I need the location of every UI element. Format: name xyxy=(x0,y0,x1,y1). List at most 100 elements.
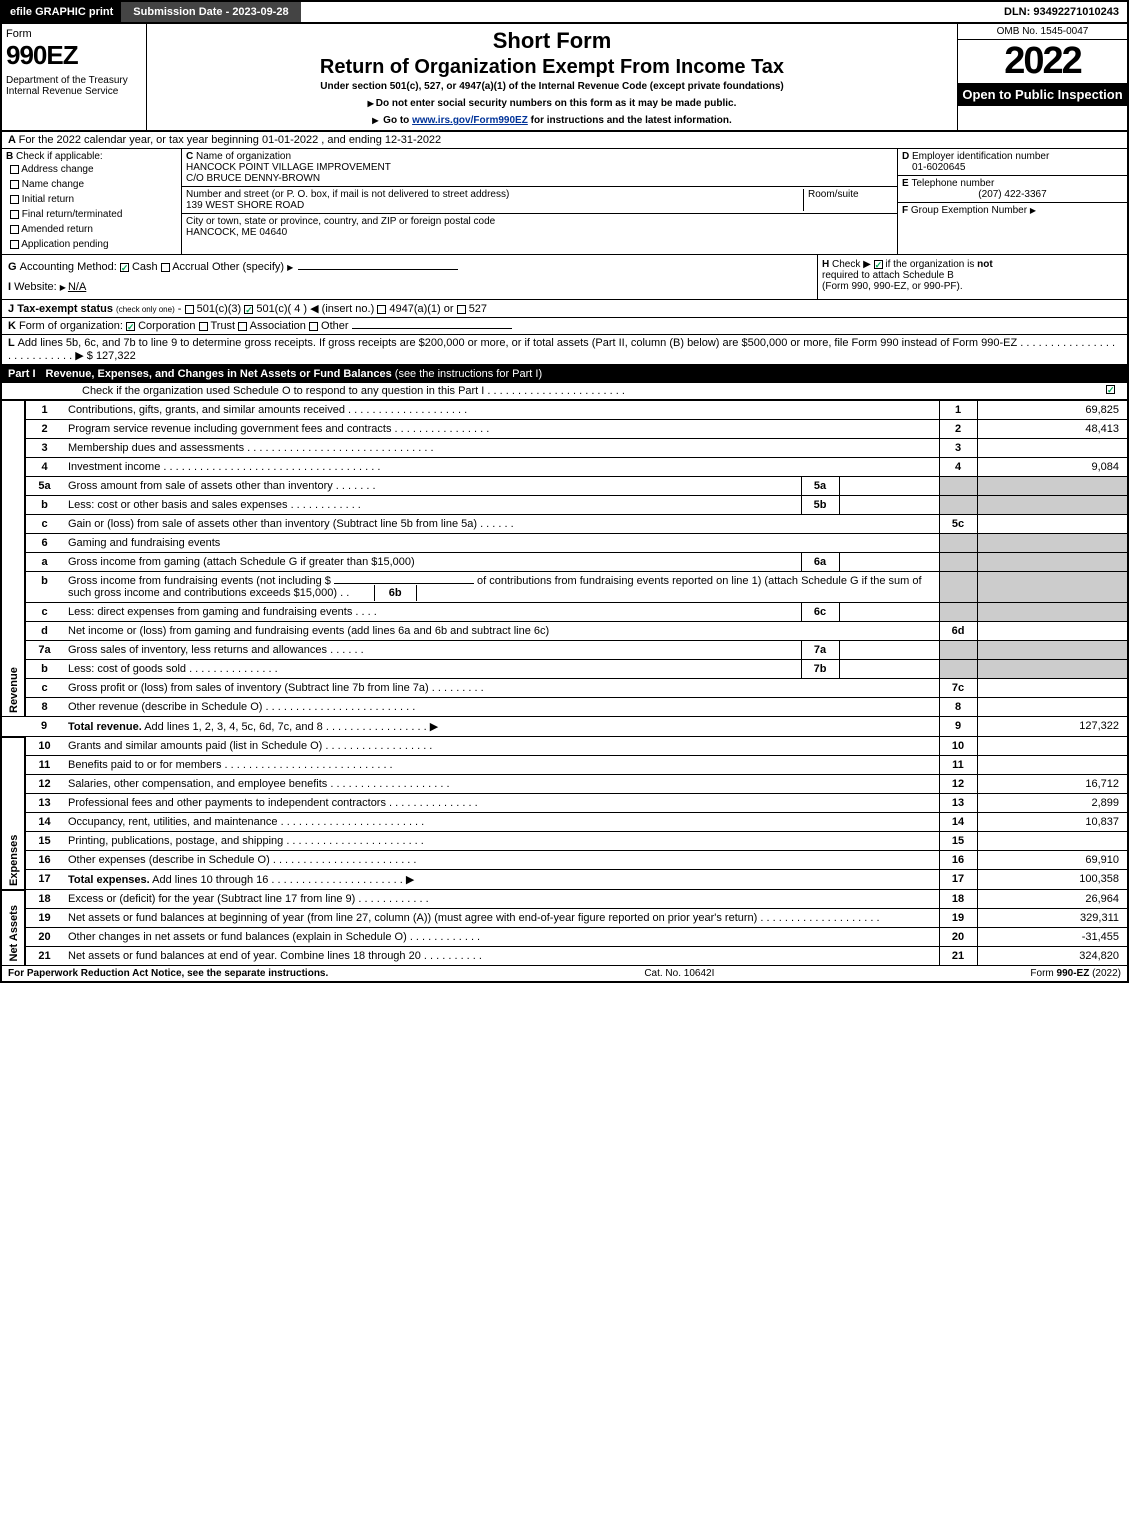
initial-return-cb[interactable] xyxy=(10,195,19,204)
amount: 2,899 xyxy=(977,794,1127,813)
section-d-e-f: D Employer identification number01-60206… xyxy=(897,149,1127,254)
top-bar: efile GRAPHIC print Submission Date - 20… xyxy=(0,0,1129,24)
row-desc: Printing, publications, postage, and shi… xyxy=(68,835,283,847)
501c3-cb[interactable] xyxy=(185,305,194,314)
row-num: 7a xyxy=(25,641,63,660)
net-assets-label: Net Assets xyxy=(2,890,25,966)
amount xyxy=(977,756,1127,775)
care-of: C/O BRUCE DENNY-BROWN xyxy=(186,173,320,184)
row-desc: Contributions, gifts, grants, and simila… xyxy=(68,404,345,416)
final-return-cb[interactable] xyxy=(10,210,19,219)
shaded xyxy=(939,477,977,496)
row-num: d xyxy=(25,622,63,641)
sub-amount xyxy=(839,496,939,515)
row-num: 6 xyxy=(25,534,63,553)
line-num: 20 xyxy=(939,928,977,947)
phone: (207) 422-3367 xyxy=(902,189,1123,200)
shaded xyxy=(977,553,1127,572)
address-change-cb[interactable] xyxy=(10,165,19,174)
row-desc: Less: direct expenses from gaming and fu… xyxy=(68,606,352,618)
form-header: Form 990EZ Department of the Treasury In… xyxy=(0,24,1129,132)
instruction-ssn: Do not enter social security numbers on … xyxy=(153,98,951,109)
irs-link[interactable]: www.irs.gov/Form990EZ xyxy=(412,115,528,126)
shaded xyxy=(939,641,977,660)
row-num: c xyxy=(25,679,63,698)
shaded xyxy=(939,572,977,603)
shaded xyxy=(939,534,977,553)
row-desc: Gross amount from sale of assets other t… xyxy=(68,480,333,492)
amount xyxy=(977,622,1127,641)
527-cb[interactable] xyxy=(457,305,466,314)
line-j: J Tax-exempt status (check only one) - 5… xyxy=(0,300,1129,318)
form-number: 990EZ xyxy=(6,40,142,71)
corp-cb[interactable] xyxy=(126,322,135,331)
row-num: 1 xyxy=(25,401,63,420)
row-desc: Gaming and fundraising events xyxy=(68,537,220,549)
other-cb[interactable] xyxy=(309,322,318,331)
assoc-cb[interactable] xyxy=(238,322,247,331)
row-num: 10 xyxy=(25,737,63,756)
submission-date: Submission Date - 2023-09-28 xyxy=(121,2,300,22)
4947-cb[interactable] xyxy=(377,305,386,314)
street: 139 WEST SHORE ROAD xyxy=(186,200,304,211)
cash-cb[interactable] xyxy=(120,263,129,272)
amount: 48,413 xyxy=(977,420,1127,439)
line-a: A For the 2022 calendar year, or tax yea… xyxy=(0,132,1129,149)
dln: DLN: 93492271010243 xyxy=(996,2,1127,22)
section-b: B Check if applicable: Address change Na… xyxy=(2,149,182,254)
amount xyxy=(977,737,1127,756)
efile-label[interactable]: efile GRAPHIC print xyxy=(2,2,121,22)
part-i-table: Revenue 1 Contributions, gifts, grants, … xyxy=(2,400,1127,965)
501c-cb[interactable] xyxy=(244,305,253,314)
opt-initial: Initial return xyxy=(22,194,74,205)
row-desc: Gross sales of inventory, less returns a… xyxy=(68,644,327,656)
instruction-link: Go to www.irs.gov/Form990EZ for instruct… xyxy=(153,115,951,126)
ein: 01-6020645 xyxy=(902,162,965,173)
accrual-cb[interactable] xyxy=(161,263,170,272)
section-h: H Check ▶ if the organization is not req… xyxy=(817,255,1127,299)
j-hint: (check only one) xyxy=(116,305,175,314)
h-t3: required to attach Schedule B xyxy=(822,270,954,281)
schedule-b-cb[interactable] xyxy=(874,260,883,269)
line-num: 4 xyxy=(939,458,977,477)
schedule-o-cb[interactable] xyxy=(1106,385,1115,394)
l-text: Add lines 5b, 6c, and 7b to line 9 to de… xyxy=(18,337,1018,349)
trust-cb[interactable] xyxy=(199,322,208,331)
amended-return-cb[interactable] xyxy=(10,225,19,234)
amount: 69,825 xyxy=(977,401,1127,420)
k-assoc: Association xyxy=(250,320,306,332)
row-num: 2 xyxy=(25,420,63,439)
gh-row: G Accounting Method: Cash Accrual Other … xyxy=(0,254,1129,300)
opt-final: Final return/terminated xyxy=(22,209,123,220)
row-desc: Net assets or fund balances at beginning… xyxy=(68,912,757,924)
row-desc: Gain or (loss) from sale of assets other… xyxy=(68,518,477,530)
name-change-cb[interactable] xyxy=(10,180,19,189)
application-pending-cb[interactable] xyxy=(10,240,19,249)
amount xyxy=(977,698,1127,717)
amount: 16,712 xyxy=(977,775,1127,794)
title-short-form: Short Form xyxy=(153,28,951,54)
row-desc: Less: cost of goods sold xyxy=(68,663,186,675)
opt-name: Name change xyxy=(22,179,84,190)
org-name: HANCOCK POINT VILLAGE IMPROVEMENT xyxy=(186,162,391,173)
row-num: 18 xyxy=(25,890,63,909)
j-insert: (insert no.) xyxy=(322,303,375,315)
tax-year: 2022 xyxy=(958,40,1127,83)
row-num: a xyxy=(25,553,63,572)
row-num: 8 xyxy=(25,698,63,717)
row-num: 3 xyxy=(25,439,63,458)
amount: 26,964 xyxy=(977,890,1127,909)
h-not: not xyxy=(977,259,993,270)
other-label: Other (specify) xyxy=(212,261,284,273)
part-i: Part I Revenue, Expenses, and Changes in… xyxy=(0,365,1129,965)
line-num: 10 xyxy=(939,737,977,756)
line-num: 19 xyxy=(939,909,977,928)
line-num: 18 xyxy=(939,890,977,909)
row-num: 20 xyxy=(25,928,63,947)
amount xyxy=(977,515,1127,534)
part-i-desc: Revenue, Expenses, and Changes in Net As… xyxy=(46,368,392,380)
part-i-label: Part I xyxy=(8,368,36,380)
h-check: Check ▶ xyxy=(832,259,871,270)
row-num: 11 xyxy=(25,756,63,775)
row-desc: Gross income from gaming (attach Schedul… xyxy=(68,556,415,568)
